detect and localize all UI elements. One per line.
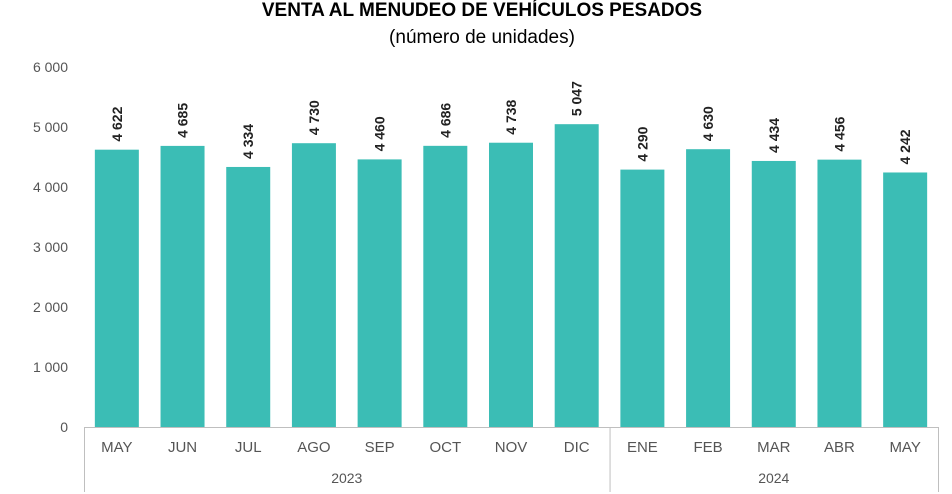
y-axis: 0 1 000 2 000 3 000 4 000 5 000 6 000 <box>33 59 68 435</box>
bar <box>291 143 336 427</box>
y-tick-label: 6 000 <box>33 59 68 75</box>
year-group-label: 2024 <box>758 470 789 486</box>
bar <box>94 149 139 427</box>
data-label: 4 460 <box>372 116 388 151</box>
y-tick-label: 2 000 <box>33 299 68 315</box>
data-label: 4 685 <box>175 103 191 138</box>
data-label: 4 686 <box>437 103 453 138</box>
bar <box>160 145 205 427</box>
bar <box>226 166 271 427</box>
data-label: 4 290 <box>634 126 650 161</box>
x-tick-label: MAR <box>757 439 791 456</box>
data-label: 4 456 <box>831 116 847 151</box>
bar <box>817 159 862 427</box>
x-tick-label: JUN <box>168 439 197 456</box>
data-label: 4 242 <box>897 129 913 164</box>
y-tick-label: 5 000 <box>33 119 68 135</box>
y-tick-label: 3 000 <box>33 239 68 255</box>
bar <box>423 145 468 427</box>
x-tick-label: OCT <box>429 439 461 456</box>
x-tick-label: JUL <box>235 439 262 456</box>
y-tick-label: 1 000 <box>33 359 68 375</box>
x-tick-label: SEP <box>365 439 395 456</box>
bar <box>554 124 599 428</box>
x-axis: MAY JUN JUL AGO SEP OCT NOV DIC ENE FEB MAR ABR MAY 2… <box>84 427 939 492</box>
data-label: 4 622 <box>109 106 125 141</box>
bars-group <box>94 124 928 428</box>
data-label: 4 738 <box>503 99 519 134</box>
x-tick-label: MAY <box>101 439 132 456</box>
bar <box>751 160 796 427</box>
bar <box>883 172 928 427</box>
data-label: 4 630 <box>700 106 716 141</box>
x-tick-label: ENE <box>627 439 658 456</box>
x-tick-label: ABR <box>824 439 855 456</box>
data-label: 4 730 <box>306 100 322 135</box>
x-tick-label: MAY <box>889 439 920 456</box>
bar <box>489 142 533 427</box>
data-labels-group: 4 622 4 685 4 334 4 730 4 460 4 686 4 738 5 047… <box>109 81 913 165</box>
bar <box>620 169 665 427</box>
x-tick-label: AGO <box>297 439 330 456</box>
y-tick-label: 4 000 <box>33 179 68 195</box>
bar <box>686 149 731 427</box>
year-group-label: 2023 <box>331 470 362 486</box>
chart-subtitle: (número de unidades) <box>389 27 575 48</box>
y-tick-label: 0 <box>60 419 68 435</box>
x-tick-label: DIC <box>564 439 590 456</box>
bar <box>357 159 402 427</box>
data-label: 5 047 <box>569 81 585 116</box>
x-tick-label: NOV <box>495 439 528 456</box>
data-label: 4 434 <box>766 118 782 153</box>
x-tick-label: FEB <box>693 439 722 456</box>
chart-title: VENTA AL MENUDEO DE VEHÍCULOS PESADOS <box>262 0 702 21</box>
data-label: 4 334 <box>240 124 256 159</box>
